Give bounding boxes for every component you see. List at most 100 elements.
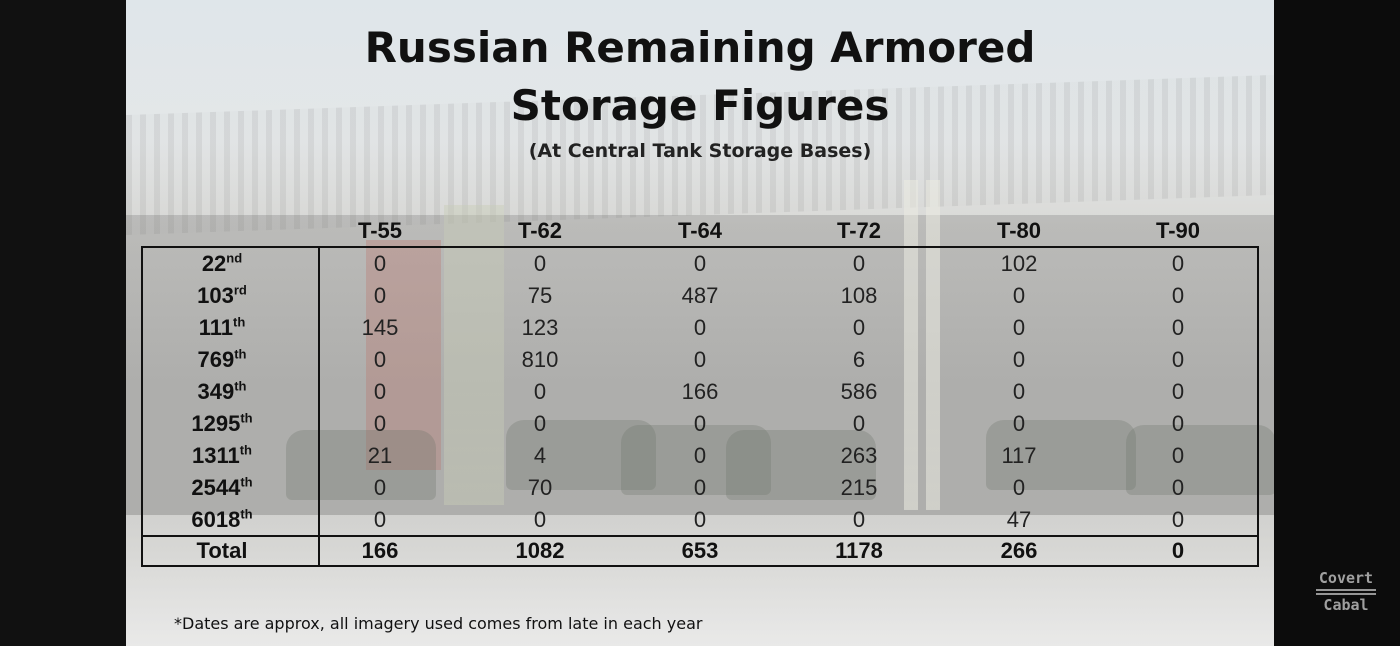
table-cell: 0 — [373, 475, 387, 500]
infographic-slide: Russian Remaining Armored Storage Figure… — [126, 0, 1274, 646]
row-label-number: 6018 — [191, 507, 241, 532]
table-cell: 586 — [840, 379, 878, 404]
left-letterbox — [0, 0, 126, 646]
logo-bar — [1316, 589, 1376, 591]
column-header: T-62 — [517, 218, 563, 243]
row-label-suffix: th — [239, 442, 252, 458]
page-subtitle: (At Central Tank Storage Bases) — [528, 140, 872, 162]
total-cell: 166 — [361, 538, 399, 563]
table-cell: 0 — [1171, 251, 1185, 276]
table-cell: 0 — [693, 475, 707, 500]
table-cell: 0 — [533, 507, 547, 532]
background-tank — [286, 430, 436, 500]
table-cell: 0 — [1171, 475, 1185, 500]
background-tank — [1126, 425, 1274, 495]
background-post — [904, 180, 918, 510]
table-cell: 0 — [852, 315, 866, 340]
row-label-suffix: th — [240, 506, 253, 522]
table-cell: 0 — [693, 315, 707, 340]
total-cell: 1178 — [835, 538, 883, 563]
table-cell: 0 — [1012, 379, 1026, 404]
logo-bar — [1316, 593, 1376, 595]
row-label-suffix: th — [233, 314, 246, 330]
background-post — [926, 180, 940, 510]
row-label-suffix: th — [234, 346, 247, 362]
table-cell: 145 — [361, 315, 399, 340]
row-label: 111th — [142, 312, 302, 344]
row-label-number: 769 — [197, 347, 235, 372]
row-label-number: 22 — [201, 251, 227, 276]
table-cell: 123 — [521, 315, 559, 340]
total-cell: 0 — [1171, 538, 1185, 563]
table-cell: 0 — [693, 507, 707, 532]
background-shed — [126, 215, 1274, 515]
row-label-number: 103 — [197, 283, 234, 308]
row-label: 2544th — [142, 472, 302, 504]
table-cell: 6 — [852, 347, 866, 372]
total-divider — [143, 535, 1257, 537]
table-cell: 0 — [693, 411, 707, 436]
row-label-suffix: rd — [233, 282, 247, 298]
table-cell: 117 — [1001, 443, 1037, 468]
row-label: 349th — [142, 376, 302, 408]
table-cell: 0 — [533, 411, 547, 436]
table-cell: 215 — [840, 475, 878, 500]
table-cell: 0 — [1171, 347, 1185, 372]
table-cell: 0 — [1012, 347, 1026, 372]
background-tank — [986, 420, 1136, 490]
row-label-suffix: nd — [226, 250, 243, 266]
table-cell: 0 — [1171, 411, 1185, 436]
column-header: T-64 — [677, 218, 723, 243]
table-cell: 21 — [367, 443, 393, 468]
table-cell: 0 — [1171, 315, 1185, 340]
table-cell: 0 — [852, 251, 866, 276]
row-label-number: 2544 — [191, 475, 241, 500]
table-cell: 75 — [527, 283, 553, 308]
table-cell: 0 — [693, 443, 707, 468]
column-header: T-80 — [996, 218, 1042, 243]
table-cell: 47 — [1006, 507, 1032, 532]
total-cell: 653 — [681, 538, 719, 563]
footnote: *Dates are approx, all imagery used come… — [174, 614, 703, 633]
table-cell: 0 — [373, 379, 387, 404]
table-cell: 0 — [533, 251, 547, 276]
covert-cabal-logo: Covert Cabal — [1310, 570, 1382, 614]
right-letterbox — [1274, 0, 1400, 646]
table-cell: 0 — [373, 507, 387, 532]
row-label-suffix: th — [240, 410, 253, 426]
page-title-line1: Russian Remaining Armored — [364, 23, 1036, 72]
row-label: 22nd — [142, 248, 302, 280]
table-cell: 0 — [533, 379, 547, 404]
row-label-number: 111 — [198, 315, 233, 340]
table-cell: 0 — [1012, 315, 1026, 340]
table-cell: 0 — [1012, 283, 1026, 308]
table-cell: 108 — [840, 283, 878, 308]
background-tank — [726, 430, 876, 500]
total-cell: 266 — [1000, 538, 1038, 563]
row-label-number: 349 — [197, 379, 235, 404]
table-cell: 0 — [1012, 475, 1026, 500]
table-cell: 102 — [1000, 251, 1038, 276]
background-door-open — [444, 205, 504, 505]
total-cell: 1082 — [515, 538, 565, 563]
row-label: 1295th — [142, 408, 302, 440]
table-cell: 0 — [373, 251, 387, 276]
background-tank — [506, 420, 656, 490]
table-cell: 0 — [373, 411, 387, 436]
row-label: 769th — [142, 344, 302, 376]
table-cell: 0 — [1171, 379, 1185, 404]
table-cell: 0 — [373, 347, 387, 372]
row-label-number: 1311 — [191, 443, 240, 468]
row-label: 103rd — [142, 280, 302, 312]
table-cell: 4 — [533, 443, 547, 468]
table-cell: 0 — [1012, 411, 1026, 436]
column-header: T-55 — [357, 218, 403, 243]
logo-text-bottom: Cabal — [1323, 596, 1369, 614]
row-label: 6018th — [142, 504, 302, 536]
table-cell: 810 — [521, 347, 559, 372]
table-cell: 263 — [840, 443, 878, 468]
page-title-line2: Storage Figures — [510, 81, 890, 130]
table-cell: 0 — [1171, 443, 1185, 468]
data-table — [141, 246, 1259, 567]
column-header: T-90 — [1155, 218, 1201, 243]
